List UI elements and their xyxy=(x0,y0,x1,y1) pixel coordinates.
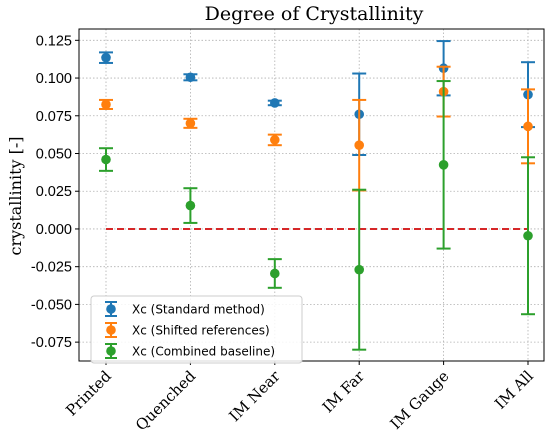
data-point-1-1 xyxy=(185,118,196,129)
y-tick-label-2: 0.075 xyxy=(36,109,72,125)
data-point-0-0 xyxy=(101,52,111,63)
data-point-2-3 xyxy=(354,264,365,275)
data-point-2-4 xyxy=(438,160,449,170)
legend-label-0: Xc (Standard method) xyxy=(132,303,265,317)
data-point-2-0 xyxy=(101,154,111,165)
x-tick-label-0: Printed xyxy=(62,367,115,420)
y-tick-label-8: -0.075 xyxy=(31,335,72,351)
chart-title: Degree of Crystallinity xyxy=(205,3,424,25)
x-tick-label-4: IM Gauge xyxy=(387,367,453,433)
y-ticks: 0.125 0.100 0.075 0.050 0.025 0.000 -0.025 -0.0… xyxy=(31,33,79,351)
legend-label-2: Xc (Combined baseline) xyxy=(132,345,275,359)
y-axis-label: crystallinity [-] xyxy=(6,136,25,255)
legend-entry-2: Xc (Combined baseline) xyxy=(105,343,275,359)
y-tick-label-4: 0.025 xyxy=(36,184,72,200)
x-tick-label-3: IM Far xyxy=(319,367,369,417)
y-tick-label-5: 0.000 xyxy=(36,222,72,238)
data-point-2-5 xyxy=(523,230,533,241)
legend-marker-dot-2 xyxy=(106,346,116,356)
y-tick-label-6: -0.025 xyxy=(31,260,72,276)
x-tick-label-1: Quenched xyxy=(132,367,199,434)
legend-entry-0: Xc (Standard method) xyxy=(105,301,265,317)
legend-label-1: Xc (Shifted references) xyxy=(132,324,270,338)
y-tick-label-7: -0.050 xyxy=(31,297,72,313)
data-point-0-2 xyxy=(270,98,280,108)
data-point-2-1 xyxy=(185,200,196,211)
series-2 xyxy=(99,80,535,351)
series-1 xyxy=(99,65,535,192)
plot-frame xyxy=(78,28,545,362)
y-tick-label-0: 0.125 xyxy=(36,33,72,49)
series-0 xyxy=(99,40,535,157)
data-point-1-2 xyxy=(270,135,280,145)
data-point-1-5 xyxy=(523,121,533,132)
data-point-2-2 xyxy=(270,268,280,279)
series-layer xyxy=(99,40,535,351)
data-point-1-0 xyxy=(101,99,111,110)
legend-marker-dot-0 xyxy=(106,304,116,314)
legend: Xc (Standard method) Xc (Shifted referenc… xyxy=(90,295,303,364)
data-point-0-1 xyxy=(185,72,196,83)
y-tick-label-1: 0.100 xyxy=(36,71,72,87)
legend-marker-dot-1 xyxy=(106,325,116,335)
legend-entry-1: Xc (Shifted references) xyxy=(105,322,270,338)
x-tick-label-2: IM Near xyxy=(226,367,285,426)
data-point-1-3 xyxy=(354,140,365,150)
legend-box xyxy=(90,295,303,364)
x-tick-label-5: IM All xyxy=(491,367,537,413)
y-tick-label-3: 0.050 xyxy=(36,147,72,163)
x-ticks: Printed Quenched IM Near IM Far IM Gauge IM A… xyxy=(62,361,537,434)
